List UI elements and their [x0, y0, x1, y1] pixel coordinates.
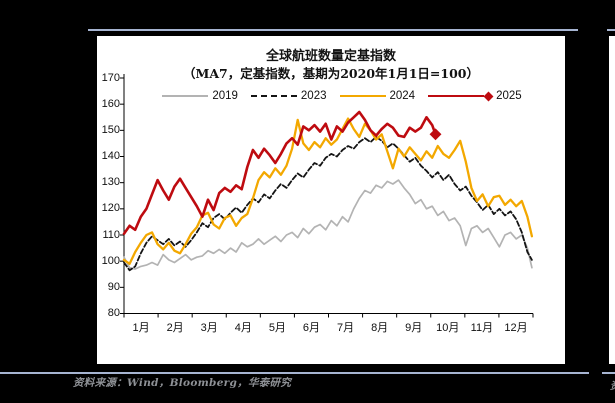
y-tick-label: 130	[101, 176, 120, 189]
legend-item-2023: 2023	[250, 90, 327, 102]
divider-bottom-adjacent	[602, 372, 615, 374]
legend-item-2019: 2019	[162, 90, 238, 102]
divider-top	[88, 29, 578, 31]
legend-label: 2019	[212, 90, 238, 102]
series-2023-line	[123, 136, 533, 272]
legend-label: 2023	[300, 90, 327, 102]
legend-line-sample	[250, 95, 297, 97]
y-tick-label: 170	[101, 71, 120, 84]
legend-label: 2025	[496, 90, 522, 102]
divider-bottom	[0, 372, 589, 374]
source-note: 资料来源：Wind，Bloomberg，华泰研究	[73, 377, 292, 389]
legend-label: 2024	[389, 90, 416, 102]
y-tick-label: 100	[101, 254, 120, 267]
adjacent-panel-edge	[609, 36, 615, 364]
chart-panel: 全球航班数量定基指数 （MA7，定基指数，基期为2020年1月1日=100） 2…	[97, 36, 565, 364]
x-tick-label: 2月	[166, 322, 184, 334]
legend-item-2025: 2025	[428, 90, 522, 102]
legend-line-sample	[339, 95, 386, 97]
x-tick-label: 6月	[302, 322, 321, 334]
x-tick-label: 8月	[371, 322, 389, 334]
y-tick-label: 90	[107, 280, 120, 293]
chart-subtitle: （MA7，定基指数，基期为2020年1月1日=100）	[183, 66, 479, 81]
x-tick-label: 4月	[234, 322, 252, 334]
chart-title: 全球航班数量定基指数	[265, 49, 396, 64]
x-tick-label: 5月	[268, 322, 286, 334]
y-tick-label: 160	[101, 97, 120, 110]
adjacent-source-fragment: 资	[610, 377, 615, 392]
chart-legend: 2019 2023 2024 2025	[121, 90, 563, 102]
series-2025-end-diamond	[429, 128, 442, 141]
series-2019-line	[123, 179, 533, 270]
legend-line-sample	[162, 95, 209, 97]
x-tick-label: 10月	[436, 322, 460, 334]
y-tick-label: 140	[101, 150, 120, 162]
legend-item-2024: 2024	[339, 90, 416, 102]
x-tick-label: 3月	[200, 322, 218, 334]
y-tick-label: 120	[101, 202, 120, 215]
y-tick-label: 150	[101, 123, 120, 136]
x-tick-label: 9月	[405, 322, 423, 334]
x-tick-label: 12月	[504, 322, 528, 334]
x-tick-label: 7月	[336, 322, 355, 334]
chart-plot	[120, 74, 534, 318]
series-2024-line	[122, 117, 534, 265]
y-tick-label: 110	[102, 228, 120, 241]
series-2025-line	[122, 110, 437, 235]
legend-line-sample	[428, 95, 485, 97]
x-tick-label: 1月	[132, 322, 150, 334]
divider-top-adjacent	[607, 29, 615, 31]
x-tick-label: 11月	[470, 322, 494, 334]
y-tick-label: 80	[107, 307, 120, 319]
